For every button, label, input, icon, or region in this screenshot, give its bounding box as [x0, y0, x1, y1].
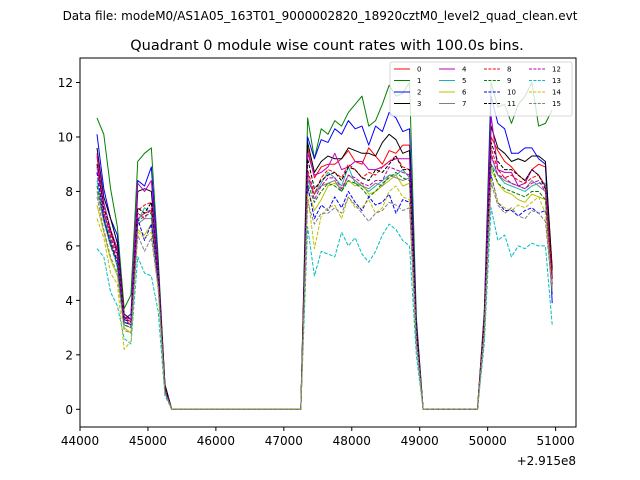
- y-tick-label: 4: [65, 294, 73, 308]
- chart-suptitle: Data file: modeM0/AS1A05_163T01_90000028…: [63, 9, 578, 23]
- legend-label-13: 13: [552, 77, 561, 85]
- legend-box: [389, 61, 573, 117]
- legend-label-8: 8: [507, 66, 511, 74]
- y-tick-label: 0: [65, 403, 73, 417]
- y-tick-label: 10: [58, 130, 73, 144]
- legend-label-3: 3: [417, 100, 421, 108]
- legend-label-1: 1: [417, 77, 421, 85]
- series-line-14: [96, 177, 553, 410]
- x-tick-label: 51000: [537, 434, 575, 448]
- legend-label-0: 0: [417, 66, 421, 74]
- y-tick-label: 12: [58, 76, 73, 90]
- x-tick-label: 47000: [265, 434, 303, 448]
- legend-label-9: 9: [507, 77, 511, 85]
- x-tick-label: 49000: [401, 434, 439, 448]
- y-tick-label: 8: [65, 185, 73, 199]
- plot-frame: [79, 57, 577, 428]
- x-offset-label: +2.915e8: [517, 454, 576, 468]
- x-tick-label: 48000: [333, 434, 371, 448]
- y-tick-label: 2: [65, 348, 73, 362]
- legend-label-10: 10: [507, 89, 516, 97]
- legend-label-12: 12: [552, 66, 561, 74]
- legend-label-2: 2: [417, 89, 421, 97]
- y-tick-label: 6: [65, 239, 73, 253]
- y-axis: 0 2 4 6 8 10 12: [58, 76, 80, 417]
- legend-label-4: 4: [462, 66, 467, 74]
- legend-label-7: 7: [462, 100, 466, 108]
- series-layer: [96, 82, 553, 410]
- x-tick-label: 45000: [129, 434, 167, 448]
- chart-title: Quadrant 0 module wise count rates with …: [130, 38, 524, 54]
- legend-label-11: 11: [507, 100, 516, 108]
- x-axis: 44000 45000 46000 47000 48000 49000 50000 51000: [61, 427, 575, 448]
- x-tick-label: 44000: [61, 434, 99, 448]
- legend-label-5: 5: [462, 77, 466, 85]
- legend-label-6: 6: [462, 89, 467, 97]
- legend-label-14: 14: [552, 89, 561, 97]
- x-tick-label: 50000: [469, 434, 507, 448]
- x-tick-label: 46000: [197, 434, 235, 448]
- series-line-15: [96, 182, 553, 410]
- legend-label-15: 15: [552, 100, 561, 108]
